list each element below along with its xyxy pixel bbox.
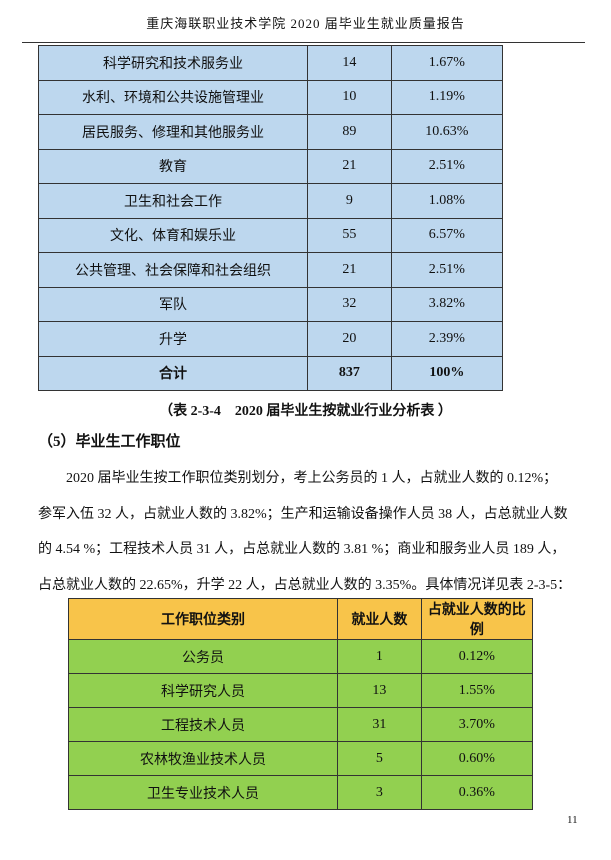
position-table: 工作职位类别 就业人数 占就业人数的比例 公务员 1 0.12% 科学研究人员 13 1.55%…: [67, 598, 534, 810]
table-cell: 居民服务、修理和其他服务业: [37, 114, 309, 150]
table-cell: 公务员: [67, 639, 339, 674]
table-cell: 卫生专业技术人员: [67, 775, 339, 810]
table-cell: 文化、体育和娱乐业: [37, 217, 309, 253]
table-cell: 工程技术人员: [67, 707, 339, 742]
table-cell: 3.82%: [390, 286, 504, 322]
paragraph-line: 2020 届毕业生按工作职位类别划分，考上公务员的 1 人，占就业人数的 0.1…: [66, 471, 558, 486]
table-row: 合计 837 100%: [37, 355, 504, 391]
table-cell: 21: [307, 252, 392, 288]
header-cell: 占就业人数的比例: [420, 598, 534, 640]
table-row: 公共管理、社会保障和社会组织 21 2.51%: [37, 252, 504, 288]
table-cell: 10: [307, 79, 392, 115]
table-row: 农林牧渔业技术人员 5 0.60%: [67, 741, 534, 776]
table-cell: 1: [337, 639, 422, 674]
table-cell: 军队: [37, 286, 309, 322]
section-heading: （5）毕业生工作职位: [38, 434, 181, 450]
table-cell: 32: [307, 286, 392, 322]
table-cell: 水利、环境和公共设施管理业: [37, 79, 309, 115]
table-cell: 科学研究人员: [67, 673, 339, 708]
table-cell: 100%: [390, 355, 504, 391]
table-cell: 6.57%: [390, 217, 504, 253]
table-cell: 13: [337, 673, 422, 708]
table-cell: 公共管理、社会保障和社会组织: [37, 252, 309, 288]
table-cell: 教育: [37, 148, 309, 184]
header-title: 重庆海联职业技术学院 2020 届毕业生就业质量报告: [146, 16, 465, 31]
table-cell: 2.51%: [390, 148, 504, 184]
table-cell: 2.51%: [390, 252, 504, 288]
table-cell: 3: [337, 775, 422, 810]
table-cell: 10.63%: [390, 114, 504, 150]
table-row: 军队 32 3.82%: [37, 286, 504, 322]
table-cell: 科学研究和技术服务业: [37, 45, 309, 81]
header-cell: 就业人数: [337, 598, 422, 640]
table-caption: （表 2-3-4 2020 届毕业生按就业行业分析表 ）: [159, 404, 452, 419]
table-row: 居民服务、修理和其他服务业 89 10.63%: [37, 114, 504, 150]
table-cell: 0.60%: [420, 741, 534, 776]
table-row: 科学研究和技术服务业 14 1.67%: [37, 45, 504, 81]
table-cell: 1.08%: [390, 183, 504, 219]
table-row: 水利、环境和公共设施管理业 10 1.19%: [37, 79, 504, 115]
table-cell: 837: [307, 355, 392, 391]
table-cell: 合计: [37, 355, 309, 391]
table-cell: 9: [307, 183, 392, 219]
table-cell: 3.70%: [420, 707, 534, 742]
table-cell: 0.12%: [420, 639, 534, 674]
table-cell: 升学: [37, 321, 309, 357]
industry-table: 科学研究和技术服务业 14 1.67% 水利、环境和公共设施管理业 10 1.19% 居民服…: [37, 45, 504, 391]
table-header-row: 工作职位类别 就业人数 占就业人数的比例: [67, 598, 534, 640]
table-row: 科学研究人员 13 1.55%: [67, 673, 534, 708]
table-cell: 5: [337, 741, 422, 776]
table-cell: 14: [307, 45, 392, 81]
paragraph-line: 占总就业人数的 22.65%，升学 22 人，占总就业人数的 3.35%。具体情…: [38, 577, 572, 593]
header-rule: [22, 42, 585, 43]
table-cell: 1.67%: [390, 45, 504, 81]
page-number: 11: [567, 814, 578, 826]
table-row: 升学 20 2.39%: [37, 321, 504, 357]
table-cell: 89: [307, 114, 392, 150]
header-cell: 工作职位类别: [67, 598, 339, 640]
table-row: 卫生和社会工作 9 1.08%: [37, 183, 504, 219]
table-cell: 农林牧渔业技术人员: [67, 741, 339, 776]
table-cell: 1.55%: [420, 673, 534, 708]
table-row: 卫生专业技术人员 3 0.36%: [67, 775, 534, 810]
table-row: 文化、体育和娱乐业 55 6.57%: [37, 217, 504, 253]
table-cell: 2.39%: [390, 321, 504, 357]
table-cell: 卫生和社会工作: [37, 183, 309, 219]
table-row: 公务员 1 0.12%: [67, 639, 534, 674]
table-cell: 20: [307, 321, 392, 357]
table-row: 工程技术人员 31 3.70%: [67, 707, 534, 742]
table-cell: 55: [307, 217, 392, 253]
paragraph-line: 参军入伍 32 人，占就业人数的 3.82%；生产和运输设备操作人员 38 人，…: [38, 506, 568, 522]
table-cell: 1.19%: [390, 79, 504, 115]
paragraph-line: 的 4.54 %；工程技术人员 31 人，占总就业人数的 3.81 %；商业和服…: [38, 542, 566, 557]
table-cell: 31: [337, 707, 422, 742]
table-row: 教育 21 2.51%: [37, 148, 504, 184]
table-cell: 21: [307, 148, 392, 184]
table-cell: 0.36%: [420, 775, 534, 810]
